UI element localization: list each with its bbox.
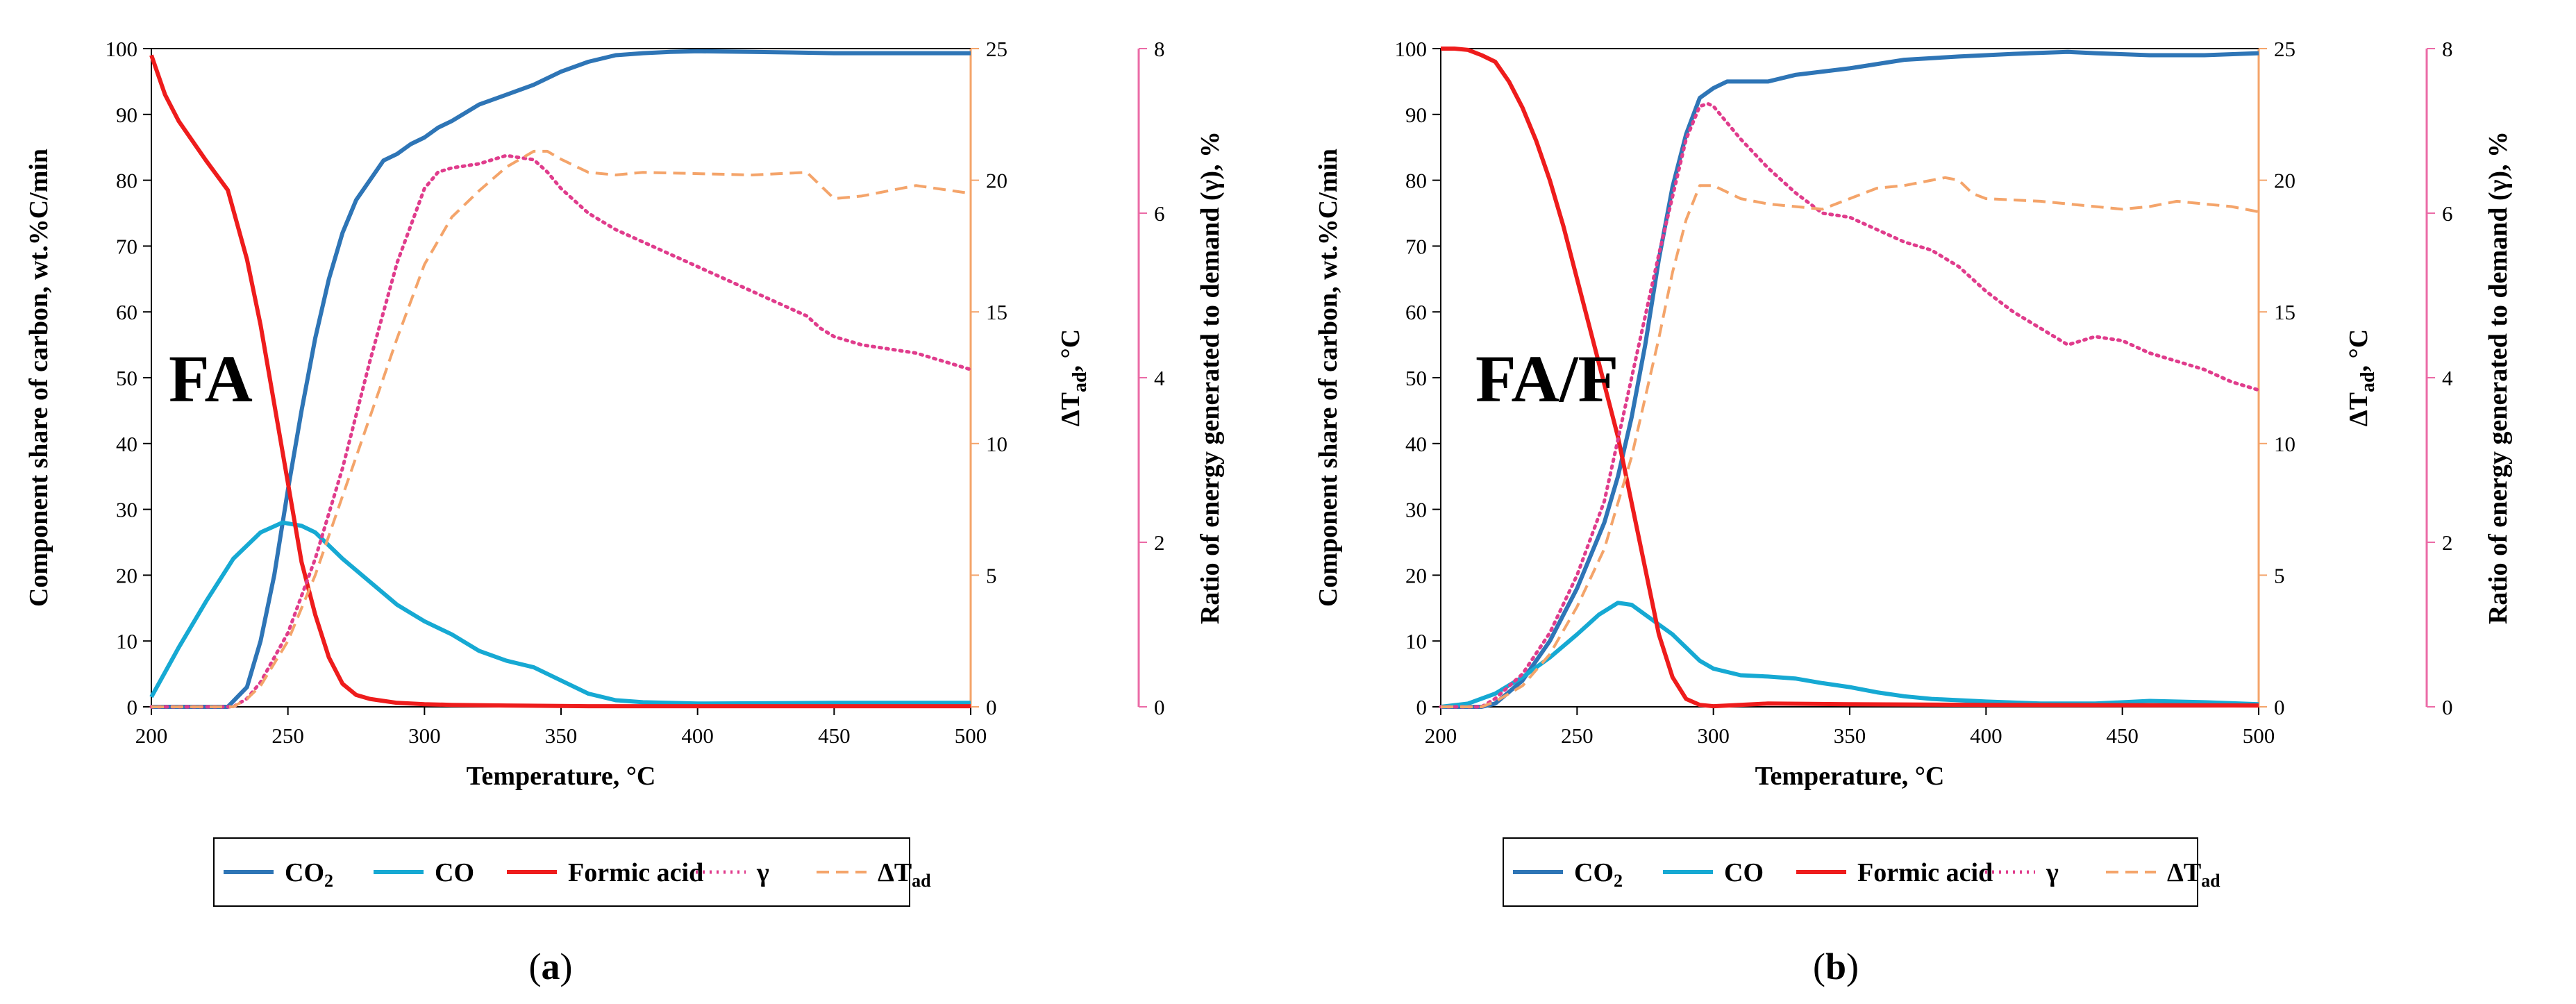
- y-tick-label: 50: [116, 366, 137, 390]
- x-tick-label: 500: [955, 723, 987, 748]
- y2-tick-label: 15: [986, 300, 1007, 324]
- y-tick-label: 90: [1405, 103, 1427, 127]
- series-line-formic-acid: [149, 54, 971, 709]
- y2-tick-label: 20: [2274, 169, 2295, 193]
- y-tick-label: 30: [116, 498, 137, 522]
- legend-box: [213, 837, 910, 907]
- y-tick-label: 70: [1405, 234, 1427, 258]
- series-line-formic-acid: [1441, 47, 2259, 709]
- x-tick-label: 450: [2106, 723, 2139, 748]
- y3-tick-label: 8: [2442, 37, 2453, 61]
- x-tick-label: 300: [1697, 723, 1730, 748]
- x-tick-label: 300: [408, 723, 441, 748]
- y-tick-label: 10: [116, 629, 137, 653]
- legend-label-delta-t-ad: ΔTad: [878, 858, 931, 891]
- series-line-delta-t-ad: [151, 149, 971, 708]
- series-line-co: [1440, 601, 2259, 709]
- y2-tick-label: 15: [2274, 300, 2295, 324]
- panel-annotation: FA: [169, 342, 253, 416]
- y2-tick-label: 5: [986, 563, 997, 587]
- y-tick-label: 80: [116, 169, 137, 193]
- y-tick-label: 100: [1395, 37, 1428, 61]
- panel-annotation: FA/F: [1475, 342, 1619, 416]
- y3-tick-label: 4: [1154, 366, 1165, 390]
- y-axis-title: Component share of carbon, wt.%C/min: [1314, 149, 1343, 607]
- y-tick-label: 90: [116, 103, 137, 127]
- y3-axis-title: Ratio of energy generated to demand (γ),…: [2484, 131, 2513, 624]
- y2-tick-label: 20: [986, 169, 1007, 193]
- y2-tick-label: 25: [986, 37, 1007, 61]
- y2-tick-label: 25: [2274, 37, 2295, 61]
- subfigure-label: (b): [1813, 946, 1859, 987]
- legend-label-formic-acid: Formic acid: [568, 858, 703, 887]
- y-tick-label: 60: [1405, 300, 1427, 324]
- x-tick-label: 500: [2243, 723, 2275, 748]
- y-tick-label: 100: [106, 37, 138, 61]
- x-axis-title: Temperature, °C: [467, 762, 656, 791]
- y-tick-label: 30: [1405, 498, 1427, 522]
- y3-tick-label: 2: [1154, 530, 1165, 555]
- x-tick-label: 250: [271, 723, 304, 748]
- legend-label-co2: CO2: [1574, 858, 1623, 891]
- series-line-gamma: [149, 153, 973, 709]
- y3-tick-label: 2: [2442, 530, 2453, 555]
- y2-tick-label: 0: [2274, 695, 2285, 719]
- x-tick-label: 200: [1425, 723, 1457, 748]
- series-line-co2: [151, 49, 971, 709]
- y-tick-label: 50: [1405, 366, 1427, 390]
- x-tick-label: 400: [681, 723, 714, 748]
- y2-tick-label: 10: [2274, 432, 2295, 456]
- y3-tick-label: 0: [2442, 695, 2453, 719]
- y-tick-label: 40: [1405, 432, 1427, 456]
- chart-panel-b: 200 250 300 350 400 450 5000102030405060708090…: [1314, 37, 2513, 987]
- y2-tick-label: 10: [986, 432, 1007, 456]
- y3-tick-label: 8: [1154, 37, 1165, 61]
- legend-label-delta-t-ad: ΔTad: [2167, 858, 2220, 891]
- legend-label-co: CO: [435, 858, 474, 887]
- series-line-delta-t-ad: [1441, 176, 2259, 708]
- x-tick-label: 350: [545, 723, 578, 748]
- x-tick-label: 200: [135, 723, 168, 748]
- y-axis-title: Component share of carbon, wt.%C/min: [24, 149, 53, 607]
- chart-panel-a: 200 250 300 350 400 450 5000102030405060708090…: [24, 37, 1225, 987]
- legend-label-co: CO: [1724, 858, 1764, 887]
- y-tick-label: 80: [1405, 169, 1427, 193]
- legend-label-gamma: γ: [756, 858, 769, 887]
- legend-box: [1503, 837, 2198, 907]
- y-tick-label: 20: [116, 563, 137, 587]
- subfigure-label: (a): [529, 946, 573, 987]
- legend-label-gamma: γ: [2046, 858, 2059, 887]
- y-tick-label: 0: [1416, 695, 1428, 719]
- y-tick-label: 10: [1405, 629, 1427, 653]
- y2-axis-title: ΔTad, °C: [2344, 329, 2379, 426]
- y2-tick-label: 0: [986, 695, 997, 719]
- series-line-co2: [1441, 49, 2259, 709]
- legend-label-formic-acid: Formic acid: [1857, 858, 1993, 887]
- x-tick-label: 400: [1970, 723, 2002, 748]
- x-tick-label: 250: [1561, 723, 1594, 748]
- y3-tick-label: 0: [1154, 695, 1165, 719]
- legend-label-co2: CO2: [285, 858, 333, 891]
- x-tick-label: 350: [1834, 723, 1866, 748]
- y-tick-label: 60: [116, 300, 137, 324]
- series-line-gamma: [1439, 101, 2261, 709]
- y3-tick-label: 6: [2442, 201, 2453, 226]
- y2-axis-title: ΔTad, °C: [1056, 329, 1091, 426]
- series-line-co: [149, 520, 971, 706]
- y3-tick-label: 6: [1154, 201, 1165, 226]
- y-tick-label: 20: [1405, 563, 1427, 587]
- y-tick-label: 70: [116, 234, 137, 258]
- y-tick-label: 40: [116, 432, 137, 456]
- x-axis-title: Temperature, °C: [1755, 762, 1945, 791]
- y-tick-label: 0: [127, 695, 138, 719]
- y3-tick-label: 4: [2442, 366, 2453, 390]
- x-tick-label: 450: [818, 723, 851, 748]
- y2-tick-label: 5: [2274, 563, 2285, 587]
- y3-axis-title: Ratio of energy generated to demand (γ),…: [1196, 131, 1225, 624]
